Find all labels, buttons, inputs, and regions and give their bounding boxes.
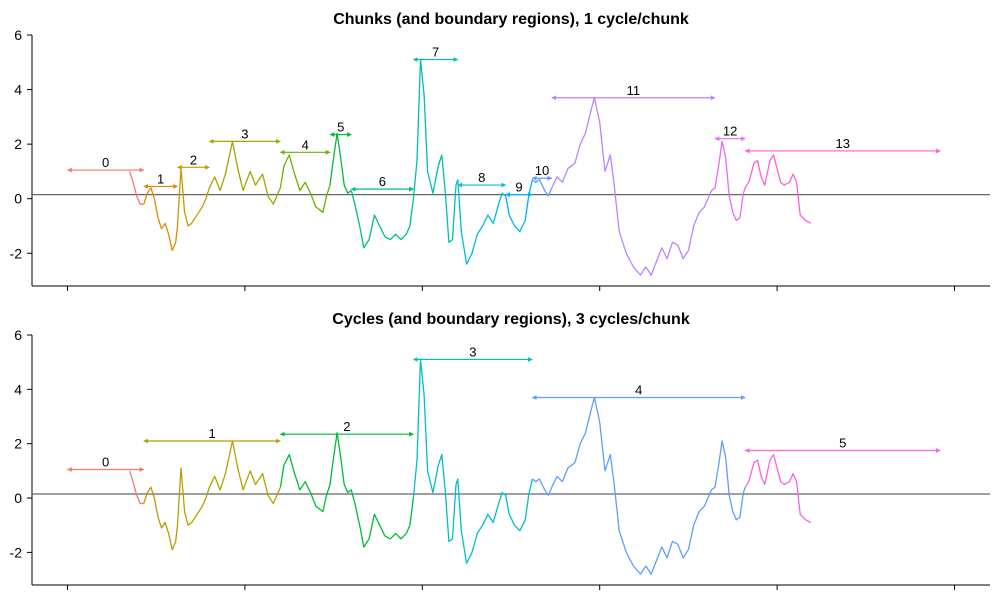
- series-line-4: [279, 154, 331, 213]
- segment-label-7: 7: [432, 45, 439, 60]
- y-tick-label: 0: [14, 490, 22, 506]
- series-line-12: [714, 140, 746, 222]
- series-line-10: [531, 178, 553, 197]
- series-line-1: [143, 440, 281, 551]
- y-tick-label: -2: [10, 245, 23, 261]
- y-tick-label: 4: [14, 381, 22, 397]
- segment-label-1: 1: [208, 426, 215, 441]
- segment-label-0: 0: [102, 155, 109, 170]
- segment-label-5: 5: [337, 120, 344, 135]
- series-line-7: [412, 58, 459, 243]
- y-tick-label: 2: [14, 436, 22, 452]
- y-tick-label: 6: [14, 327, 22, 343]
- series-line-11: [551, 97, 716, 276]
- segment-label-13: 13: [836, 136, 850, 151]
- segment-label-10: 10: [535, 163, 549, 178]
- series-line-13: [744, 154, 812, 224]
- y-tick-label: 4: [14, 82, 22, 98]
- series-line-4: [531, 396, 746, 575]
- segment-label-3: 3: [241, 126, 248, 141]
- series-line-2: [176, 168, 211, 227]
- segment-label-8: 8: [478, 170, 485, 185]
- segment-label-2: 2: [343, 419, 350, 434]
- segment-label-11: 11: [627, 83, 641, 98]
- cycles-panel-title: Cycles (and boundary regions), 3 cycles/…: [332, 311, 690, 328]
- segment-label-12: 12: [723, 124, 737, 139]
- segment-label-4: 4: [302, 137, 309, 152]
- series-line-6: [350, 190, 415, 249]
- segment-label-3: 3: [469, 344, 476, 359]
- segment-label-6: 6: [379, 174, 386, 189]
- series-line-5: [329, 132, 352, 194]
- y-tick-label: 0: [14, 191, 22, 207]
- cycles-panel: Cycles (and boundary regions), 3 cycles/…: [10, 311, 990, 590]
- y-tick-label: -2: [10, 544, 23, 560]
- y-tick-label: 6: [14, 27, 22, 43]
- series-line-2: [279, 432, 415, 548]
- y-tick-label: 2: [14, 136, 22, 152]
- series-line-5: [744, 453, 812, 524]
- series-line-3: [412, 358, 533, 564]
- series-line-0: [128, 171, 144, 205]
- segment-label-2: 2: [190, 152, 197, 167]
- series-line-0: [128, 470, 144, 505]
- segment-label-9: 9: [515, 180, 522, 195]
- segment-label-4: 4: [635, 383, 642, 398]
- chunks-panel: Chunks (and boundary regions), 1 cycle/c…: [10, 11, 990, 291]
- segment-label-5: 5: [839, 435, 846, 450]
- segment-label-0: 0: [102, 455, 109, 470]
- series-line-3: [208, 140, 281, 205]
- chunks-panel-title: Chunks (and boundary regions), 1 cycle/c…: [333, 11, 689, 28]
- segment-label-1: 1: [157, 171, 164, 186]
- series-line-8: [457, 179, 507, 265]
- series-line-1: [143, 187, 179, 252]
